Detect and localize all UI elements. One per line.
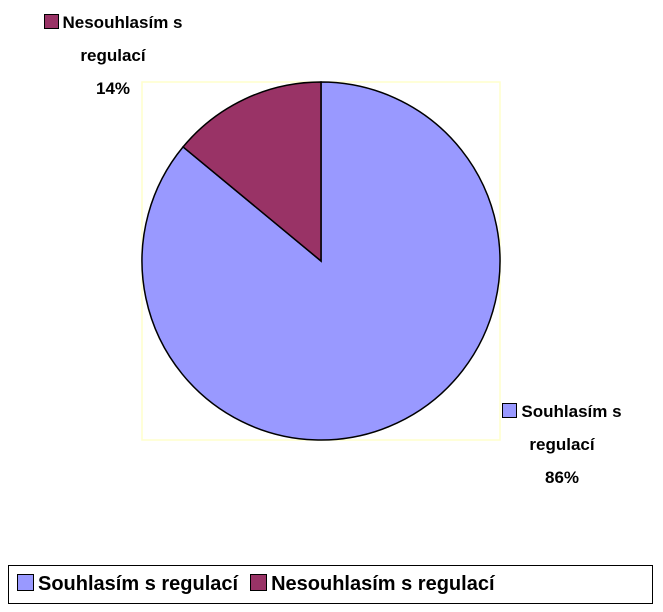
slices: [141, 81, 501, 441]
data-label: Souhlasím s regulací 86%: [476, 395, 648, 494]
legend-item: Nesouhlasím s regulací: [250, 573, 495, 596]
label-value: 14%: [95, 79, 131, 98]
pie-slice: [141, 81, 501, 441]
label-value: 86%: [544, 468, 580, 487]
data-label: Nesouhlasím s regulací 14%: [42, 6, 184, 105]
legend-key: [17, 574, 34, 591]
pie-slice: [182, 81, 322, 263]
label-category: Nesouhlasím s regulací: [62, 13, 183, 65]
legend-key: [250, 574, 268, 591]
legend-label: Souhlasím s regulací: [38, 573, 239, 595]
legend-item: Souhlasím s regulací: [17, 573, 238, 596]
label-key: [502, 403, 518, 418]
label-key: [43, 14, 59, 29]
legend-label: Nesouhlasím s regulací: [271, 573, 495, 595]
legend: Souhlasím s regulací Nesouhlasím s regul…: [8, 565, 653, 604]
label-category: Souhlasím s regulací: [521, 402, 622, 454]
